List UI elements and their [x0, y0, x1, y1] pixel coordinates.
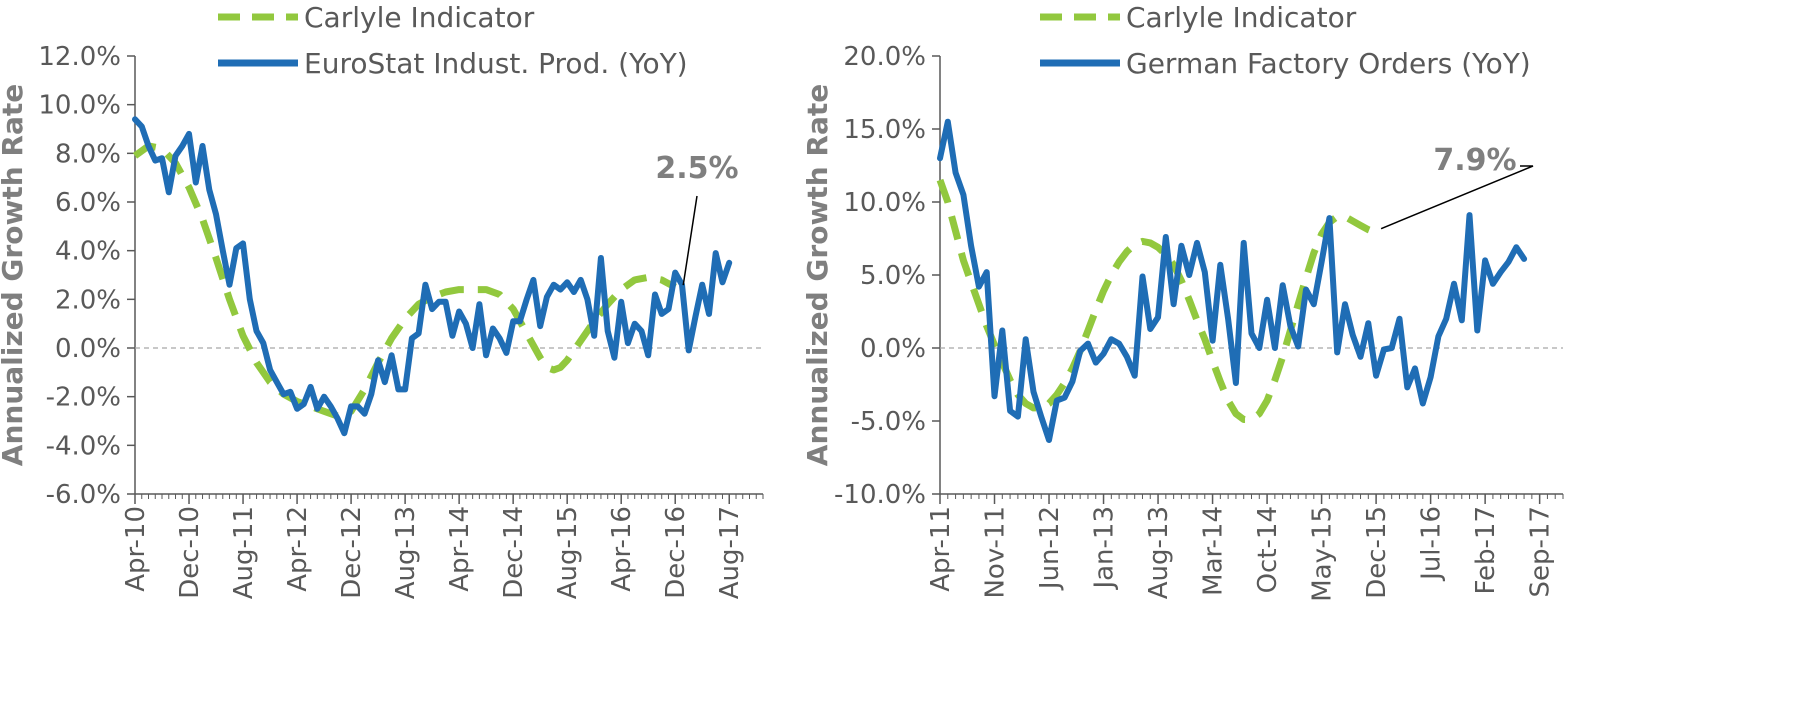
x-tick-label: Dec-15	[1362, 506, 1392, 599]
callout-label: 2.5%	[655, 151, 738, 186]
y-tick-label: 5.0%	[860, 261, 926, 291]
x-tick-label: Dec-14	[499, 506, 529, 599]
x-tick-label: Mar-14	[1199, 506, 1229, 596]
y-tick-label: 10.0%	[843, 188, 926, 218]
x-tick-label: Apr-11	[926, 506, 956, 592]
x-tick-label: Aug-17	[715, 506, 745, 599]
callout-leader-line	[682, 195, 698, 286]
x-tick-label: Apr-14	[445, 506, 475, 592]
x-tick-label: Apr-10	[121, 506, 151, 592]
x-tick-label: May-15	[1308, 506, 1338, 602]
chart-panel-eurostat: -6.0% -4.0% -2.0% 0.0% 2.0% 4.0% 6.0% 8.0% 10.0%…	[0, 1, 764, 599]
x-tick-label: Dec-10	[175, 506, 205, 599]
x-tick-label: Jul-16	[1417, 506, 1447, 582]
x-tick-label: Oct-14	[1253, 506, 1283, 593]
y-axis-title: Annualized Growth Rate	[801, 84, 834, 466]
y-tick-label: -2.0%	[46, 383, 121, 413]
legend-label: Carlyle Indicator	[1126, 1, 1357, 34]
x-tick-label: Feb-17	[1471, 506, 1501, 595]
y-tick-label: 0.0%	[860, 334, 926, 364]
legend-label: EuroStat Indust. Prod. (YoY)	[304, 47, 688, 80]
y-tick-label: -6.0%	[46, 480, 121, 510]
callout-label: 7.9%	[1433, 143, 1516, 178]
x-tick-label: Dec-12	[337, 506, 367, 599]
y-tick-label: 6.0%	[55, 188, 121, 218]
legend-label: Carlyle Indicator	[304, 1, 535, 34]
x-tick-label: Apr-12	[283, 506, 313, 592]
x-tick-label: Aug-15	[553, 506, 583, 599]
y-tick-label: 4.0%	[55, 237, 121, 267]
x-tick-label: Nov-11	[981, 506, 1011, 599]
y-tick-label: 15.0%	[843, 115, 926, 145]
series-line-official-data	[132, 116, 733, 437]
y-tick-label: 2.0%	[55, 285, 121, 315]
y-tick-label: -5.0%	[851, 407, 926, 437]
x-tick-label: Jun-12	[1035, 506, 1065, 591]
series-line-carlyle-indicator	[936, 178, 1378, 423]
y-axis-title: Annualized Growth Rate	[0, 84, 29, 466]
y-tick-label: 8.0%	[55, 139, 121, 169]
y-tick-label: 10.0%	[38, 91, 121, 121]
y-tick-label: 0.0%	[55, 334, 121, 364]
x-tick-label: Aug-11	[229, 506, 259, 599]
legend-label: German Factory Orders (YoY)	[1126, 47, 1531, 80]
y-tick-label: -10.0%	[834, 480, 926, 510]
x-tick-label: Apr-16	[607, 506, 637, 592]
x-tick-label: Sep-17	[1526, 506, 1556, 597]
chart-panel-german-orders: -10.0% -5.0% 0.0% 5.0% 10.0% 15.0% 20.0% Apr-11…	[801, 1, 1564, 602]
series-line-carlyle-indicator	[132, 142, 677, 420]
y-tick-label: -4.0%	[46, 431, 121, 461]
x-tick-label: Dec-16	[661, 506, 691, 599]
y-tick-label: 20.0%	[843, 42, 926, 72]
series-line-official-data	[937, 118, 1528, 443]
x-tick-label: Jan-13	[1090, 506, 1120, 591]
x-tick-label: Aug-13	[391, 506, 421, 599]
callout-leader-line	[1380, 165, 1534, 230]
x-tick-label: Aug-13	[1144, 506, 1174, 599]
y-tick-label: 12.0%	[38, 42, 121, 72]
